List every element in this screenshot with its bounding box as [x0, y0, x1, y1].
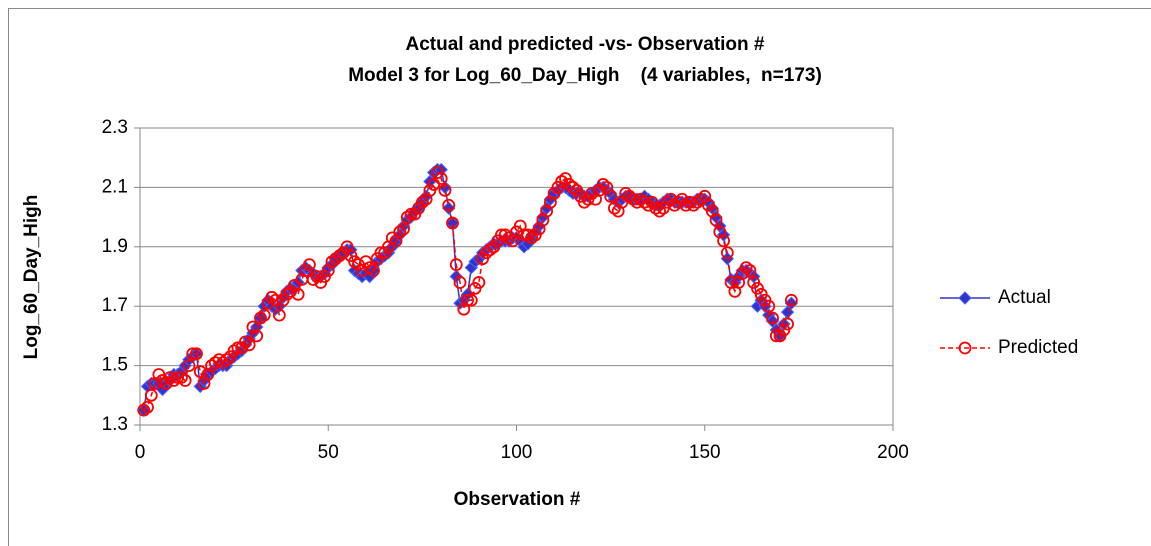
- x-tick-label: 50: [318, 442, 339, 463]
- marker: [239, 335, 252, 349]
- chart-title: Actual and predicted -vs- Observation #: [406, 34, 765, 55]
- marker: [525, 231, 538, 245]
- marker: [762, 299, 776, 313]
- marker: [220, 353, 233, 367]
- y-tick-label: 1.3: [102, 414, 128, 435]
- marker: [254, 311, 267, 325]
- x-tick-label: 150: [689, 442, 721, 463]
- marker: [449, 258, 463, 272]
- marker: [577, 195, 591, 209]
- x-tick-label: 100: [501, 442, 533, 463]
- marker: [641, 198, 655, 212]
- marker: [186, 347, 200, 361]
- marker: [137, 403, 151, 417]
- marker: [739, 261, 753, 274]
- x-tick-label: 0: [135, 442, 146, 463]
- marker: [495, 228, 508, 242]
- marker: [257, 308, 271, 322]
- legend-label: Predicted: [998, 337, 1078, 358]
- marker: [141, 400, 154, 414]
- marker: [393, 225, 407, 239]
- x-tick-label: 200: [877, 442, 909, 463]
- marker: [679, 198, 693, 212]
- marker: [638, 195, 651, 209]
- marker: [464, 293, 478, 307]
- marker: [766, 311, 779, 325]
- marker: [604, 189, 618, 203]
- marker: [208, 356, 222, 370]
- marker: [717, 234, 730, 248]
- marker: [434, 172, 448, 185]
- marker: [626, 192, 640, 206]
- marker: [555, 175, 569, 188]
- marker: [649, 201, 663, 215]
- marker: [227, 344, 241, 358]
- marker: [397, 222, 410, 236]
- marker: [446, 216, 459, 230]
- marker: [303, 258, 316, 272]
- y-tick-label: 1.7: [102, 295, 128, 316]
- legend-label: Actual: [998, 287, 1051, 308]
- marker: [175, 371, 188, 384]
- marker: [461, 293, 474, 307]
- marker: [781, 317, 794, 331]
- marker: [483, 243, 497, 257]
- marker: [178, 374, 192, 387]
- marker: [265, 290, 279, 304]
- marker: [182, 359, 196, 373]
- marker: [630, 195, 644, 209]
- y-tick-label: 1.9: [102, 236, 128, 257]
- marker: [720, 246, 734, 260]
- marker: [363, 261, 377, 274]
- legend-marker: [958, 291, 972, 305]
- marker: [306, 273, 320, 286]
- y-tick-label: 1.5: [102, 355, 128, 376]
- marker: [566, 180, 580, 194]
- marker: [683, 195, 697, 209]
- marker: [367, 264, 380, 277]
- marker: [272, 308, 286, 322]
- x-axis-label: Observation #: [454, 489, 581, 510]
- marker: [269, 293, 282, 307]
- marker: [472, 276, 486, 289]
- plot-area: [139, 127, 894, 426]
- marker: [242, 338, 256, 352]
- marker: [250, 329, 264, 343]
- marker: [521, 228, 535, 242]
- marker: [653, 204, 666, 218]
- marker: [709, 213, 723, 227]
- marker: [453, 276, 467, 289]
- marker: [438, 183, 452, 197]
- marker: [743, 264, 757, 277]
- marker: [400, 210, 414, 224]
- marker: [190, 347, 203, 361]
- legend-marker: [958, 341, 972, 355]
- marker: [415, 195, 429, 209]
- marker: [171, 371, 185, 384]
- marker: [442, 198, 456, 212]
- marker: [291, 287, 305, 301]
- y-axis-label: Log_60_Day_High: [21, 195, 42, 360]
- marker: [784, 293, 798, 307]
- y-tick-label: 2.3: [102, 117, 128, 138]
- y-tick-label: 2.1: [102, 176, 128, 197]
- marker: [193, 365, 207, 378]
- marker: [144, 388, 158, 402]
- chart-border: [8, 8, 1151, 546]
- marker: [596, 178, 610, 191]
- chart-subtitle: Model 3 for Log_60_Day_High (4 variables…: [348, 65, 822, 86]
- marker: [212, 353, 226, 367]
